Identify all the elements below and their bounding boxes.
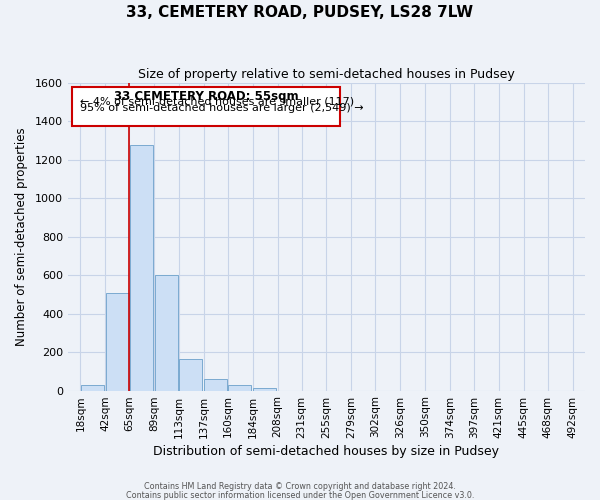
X-axis label: Distribution of semi-detached houses by size in Pudsey: Distribution of semi-detached houses by … bbox=[154, 444, 499, 458]
Text: ← 4% of semi-detached houses are smaller (117): ← 4% of semi-detached houses are smaller… bbox=[80, 97, 355, 107]
Bar bbox=[179, 359, 202, 390]
Text: Contains public sector information licensed under the Open Government Licence v3: Contains public sector information licen… bbox=[126, 490, 474, 500]
Bar bbox=[130, 144, 152, 390]
Bar bbox=[228, 385, 251, 390]
Bar bbox=[205, 380, 227, 390]
Text: Contains HM Land Registry data © Crown copyright and database right 2024.: Contains HM Land Registry data © Crown c… bbox=[144, 482, 456, 491]
Y-axis label: Number of semi-detached properties: Number of semi-detached properties bbox=[15, 128, 28, 346]
FancyBboxPatch shape bbox=[72, 87, 340, 126]
Bar bbox=[155, 276, 178, 390]
Bar bbox=[106, 292, 129, 390]
Text: 95% of semi-detached houses are larger (2,549) →: 95% of semi-detached houses are larger (… bbox=[80, 102, 364, 113]
Bar bbox=[81, 385, 104, 390]
Bar bbox=[253, 388, 276, 390]
Text: 33 CEMETERY ROAD: 55sqm: 33 CEMETERY ROAD: 55sqm bbox=[114, 90, 298, 104]
Title: Size of property relative to semi-detached houses in Pudsey: Size of property relative to semi-detach… bbox=[138, 68, 515, 80]
Text: 33, CEMETERY ROAD, PUDSEY, LS28 7LW: 33, CEMETERY ROAD, PUDSEY, LS28 7LW bbox=[127, 5, 473, 20]
